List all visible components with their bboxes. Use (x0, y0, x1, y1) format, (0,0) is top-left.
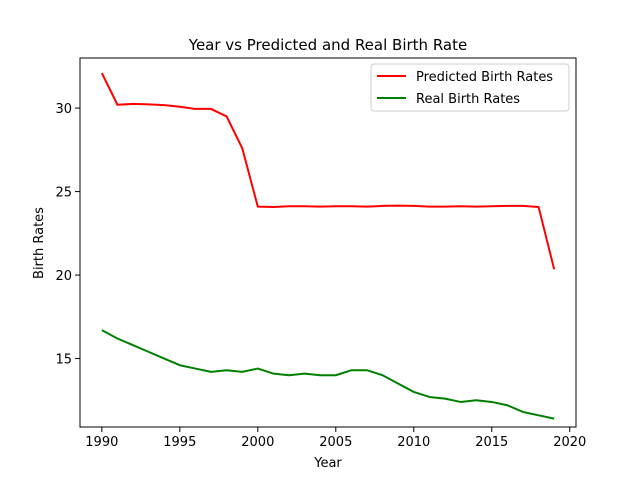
legend-label: Predicted Birth Rates (416, 70, 553, 85)
legend: Predicted Birth Rates Real Birth Rates (370, 63, 570, 112)
y-tick-label: 15 (55, 353, 72, 368)
series-line-predicted (100, 72, 556, 270)
axes-frame (79, 57, 577, 428)
x-tick-label: 2010 (397, 435, 430, 450)
x-tick-label: 2005 (319, 435, 352, 450)
y-tick-label: 30 (55, 102, 72, 117)
y-tick-label: 20 (55, 269, 72, 284)
chart-title: Year vs Predicted and Real Birth Rate (188, 36, 467, 54)
series-line-real (101, 329, 555, 420)
x-tick-label: 2020 (553, 435, 586, 450)
x-tick-label: 1995 (163, 435, 196, 450)
legend-box (370, 63, 570, 112)
plot-area: 1990 1995 2000 2005 2010 2015 2020 15 20 25 30 (55, 57, 586, 450)
y-tick-label: 25 (55, 186, 72, 201)
legend-label: Real Birth Rates (416, 92, 520, 107)
x-tick-label: 2000 (241, 435, 274, 450)
y-axis-title: Birth Rates (32, 207, 47, 279)
x-axis-title: Year (313, 456, 342, 471)
x-tick-label: 1990 (85, 435, 118, 450)
x-tick-label: 2015 (475, 435, 508, 450)
